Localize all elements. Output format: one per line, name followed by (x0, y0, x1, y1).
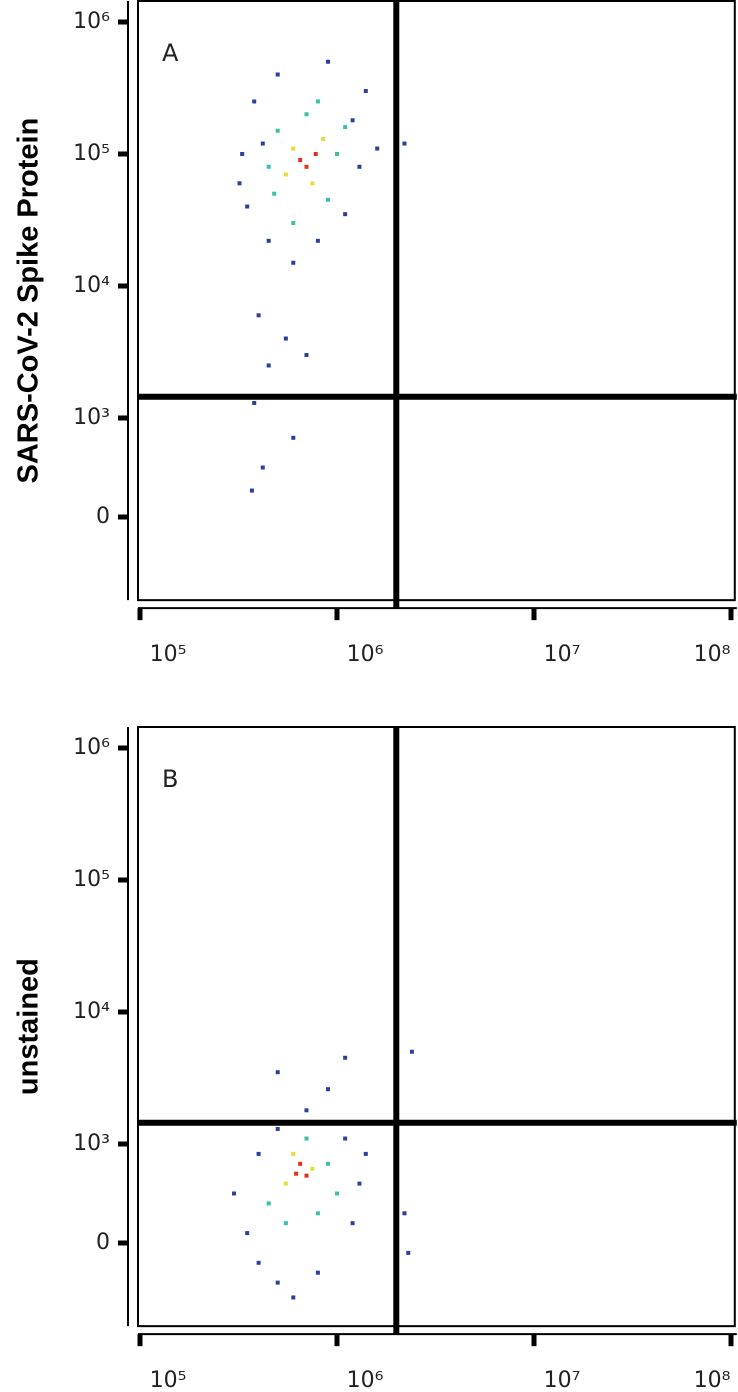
event-dot (260, 141, 265, 146)
y-tick-label: 10³ (73, 1131, 110, 1156)
y-tick-label: 10³ (73, 405, 110, 430)
y-tick-label: 10⁴ (73, 999, 110, 1024)
event-dot (252, 99, 257, 104)
x-tick-label: 10⁵ (150, 1368, 187, 1392)
event-dot (315, 238, 320, 243)
event-dot (237, 181, 242, 186)
event-dot (266, 363, 271, 368)
event-dot (283, 1181, 288, 1186)
event-dot (325, 1161, 330, 1166)
event-dot (266, 1201, 271, 1206)
panel-label: A (162, 39, 179, 67)
event-dot (291, 146, 296, 151)
event-dot (275, 128, 280, 133)
event-dot (409, 1049, 414, 1054)
event-dot (304, 1136, 309, 1141)
event-dot (266, 238, 271, 243)
event-dot (310, 181, 315, 186)
event-dot (402, 1211, 407, 1216)
event-dot (291, 221, 296, 226)
event-dot (357, 1181, 362, 1186)
event-dot (363, 89, 368, 94)
event-dot (350, 1221, 355, 1226)
event-dot (291, 1295, 296, 1300)
event-dot (245, 204, 250, 209)
event-dot (315, 1270, 320, 1275)
y-tick-label: 10⁶ (73, 9, 110, 34)
event-dot (266, 164, 271, 169)
event-dot (335, 1191, 339, 1196)
panel-label: B (162, 765, 178, 793)
event-dot (343, 1055, 348, 1060)
event-dot (291, 435, 296, 440)
y-tick-label: 10⁵ (73, 867, 110, 892)
event-dot (240, 152, 245, 156)
y-tick-label: 10⁵ (73, 141, 110, 166)
y-axis-label: SARS-CoV-2 Spike Protein (13, 118, 45, 484)
plot-frame (137, 0, 736, 602)
event-dot (291, 260, 296, 265)
event-dot (231, 1191, 236, 1196)
event-dot (335, 152, 339, 156)
event-dot (304, 112, 309, 117)
event-dot (283, 336, 288, 341)
event-dot (252, 400, 257, 405)
event-dot (275, 1126, 280, 1131)
y-axis-label: unstained (13, 958, 45, 1095)
x-tick-label: 10⁶ (347, 1368, 384, 1392)
x-tick-label: 10⁶ (347, 642, 384, 667)
event-dot (272, 191, 277, 196)
event-dot (260, 465, 265, 470)
y-tick-label: 10⁴ (73, 273, 110, 298)
event-dot (283, 172, 288, 177)
x-tick-label: 10⁸ (694, 642, 731, 667)
event-dot (275, 1070, 280, 1075)
event-dot (343, 125, 348, 130)
event-dot (315, 99, 320, 104)
event-dot (275, 72, 280, 77)
event-dot (313, 152, 318, 156)
plot-frame (137, 726, 736, 1328)
x-tick-label: 10⁷ (544, 1368, 581, 1392)
event-dot (304, 164, 309, 169)
event-dot (343, 212, 348, 217)
event-dot (256, 1151, 261, 1156)
event-dot (291, 1151, 296, 1156)
y-tick-label: 0 (96, 504, 110, 529)
event-dot (304, 1108, 309, 1113)
event-dot (363, 1151, 368, 1156)
event-dot (249, 488, 254, 493)
event-dot (298, 158, 303, 163)
event-dot (321, 136, 326, 141)
y-tick-label: 10⁶ (73, 735, 110, 760)
event-dot (325, 197, 330, 202)
event-dot (283, 1221, 288, 1226)
y-tick-label: 0 (96, 1230, 110, 1255)
event-dot (304, 1173, 309, 1178)
event-dot (350, 118, 355, 123)
event-dot (375, 146, 380, 151)
x-tick-label: 10⁷ (544, 642, 581, 667)
event-dot (245, 1231, 250, 1236)
event-dot (402, 141, 407, 146)
event-dot (294, 1171, 299, 1176)
event-dot (298, 1161, 303, 1166)
event-dot (343, 1136, 348, 1141)
event-dot (256, 313, 261, 318)
event-dot (275, 1280, 280, 1285)
event-dot (315, 1211, 320, 1216)
event-dot (304, 353, 309, 358)
event-dot (325, 59, 330, 64)
event-dot (406, 1250, 411, 1255)
event-dot (325, 1087, 330, 1092)
event-dot (256, 1260, 261, 1265)
x-tick-label: 10⁸ (694, 1368, 731, 1392)
x-tick-label: 10⁵ (150, 642, 187, 667)
event-dot (310, 1166, 315, 1171)
event-dot (357, 164, 362, 169)
